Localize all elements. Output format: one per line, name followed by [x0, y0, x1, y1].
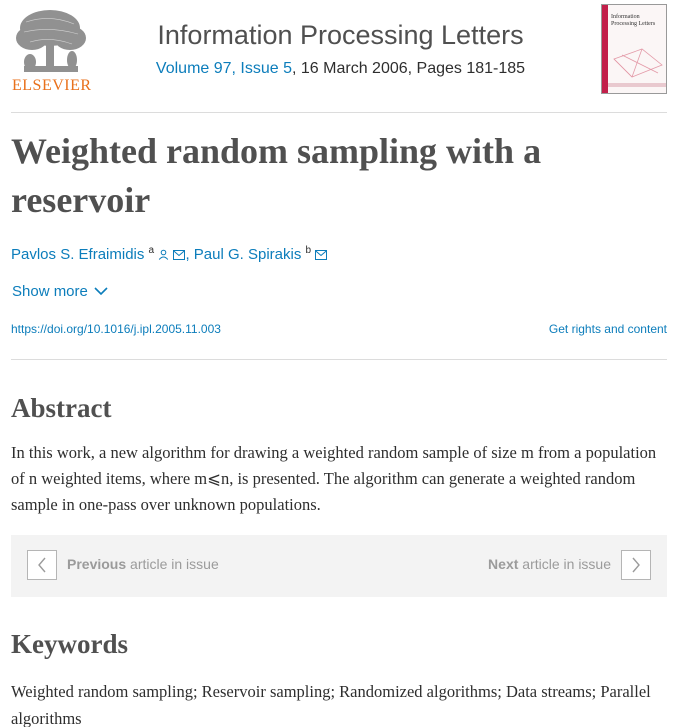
mail-icon — [173, 250, 186, 260]
author-separator: , — [185, 246, 190, 263]
cover-image: Information Processing Letters — [602, 5, 666, 93]
next-article-button[interactable] — [621, 550, 651, 580]
affiliation-marker[interactable]: a — [148, 245, 155, 256]
volume-issue-link[interactable]: Volume 97, Issue 5 — [155, 60, 293, 77]
previous-label[interactable]: Previous — [67, 556, 127, 572]
author-name[interactable]: Pavlos S. Efraimidis — [11, 246, 145, 263]
keywords-heading: Keywords — [11, 629, 128, 659]
cover-title-line: Information — [611, 13, 640, 20]
keywords-list: Weighted random sampling; Reservoir samp… — [11, 682, 651, 727]
elsevier-tree-logo — [16, 10, 86, 72]
chevron-right-icon — [632, 557, 640, 573]
article-navigation: Previous article in issue Next article i… — [11, 535, 667, 597]
get-rights-link[interactable]: Get rights and content — [548, 322, 667, 336]
abstract-text: In this work, a new algorithm for drawin… — [11, 443, 657, 514]
author-link[interactable]: Paul G. Spirakis b — [193, 245, 328, 263]
author-list: Pavlos S. Efraimidis a , Paul G. Spiraki… — [11, 245, 328, 263]
author-name[interactable]: Paul G. Spirakis — [193, 246, 302, 263]
article-title: Weighted random sampling with a reservoi… — [11, 131, 542, 220]
previous-label-rest[interactable]: article in issue — [126, 556, 219, 572]
previous-article-link[interactable]: Previous article in issue — [67, 556, 219, 572]
issue-date-pages: , 16 March 2006, Pages 181-185 — [292, 60, 526, 77]
next-label[interactable]: Next — [488, 556, 519, 572]
journal-header: ELSEVIER Information Processing Letters … — [0, 0, 681, 112]
chevron-down-icon — [94, 287, 108, 296]
show-more-label[interactable]: Show more — [12, 283, 88, 300]
affiliation-marker[interactable]: b — [305, 245, 312, 256]
next-label-rest[interactable]: article in issue — [518, 556, 611, 572]
previous-article-button[interactable] — [27, 550, 57, 580]
cover-title-line: Processing Letters — [611, 21, 656, 27]
publisher-name: ELSEVIER — [12, 77, 92, 94]
mail-icon — [315, 250, 328, 260]
doi-link[interactable]: https://doi.org/10.1016/j.ipl.2005.11.00… — [11, 322, 221, 336]
meta-divider — [11, 359, 667, 360]
next-article-link[interactable]: Next article in issue — [488, 556, 611, 572]
abstract-heading: Abstract — [11, 393, 112, 423]
header-divider — [11, 112, 667, 113]
show-more-button[interactable]: Show more — [12, 283, 108, 300]
chevron-left-icon — [38, 557, 46, 573]
journal-title-text[interactable]: Information Processing Letters — [157, 20, 524, 50]
person-icon — [159, 249, 169, 260]
issue-info: Volume 97, Issue 5, 16 March 2006, Pages… — [0, 60, 681, 78]
author-link[interactable]: Pavlos S. Efraimidis a — [11, 245, 186, 263]
journal-cover-thumbnail[interactable]: Information Processing Letters — [601, 4, 667, 94]
journal-title[interactable]: Information Processing Letters — [0, 20, 681, 51]
